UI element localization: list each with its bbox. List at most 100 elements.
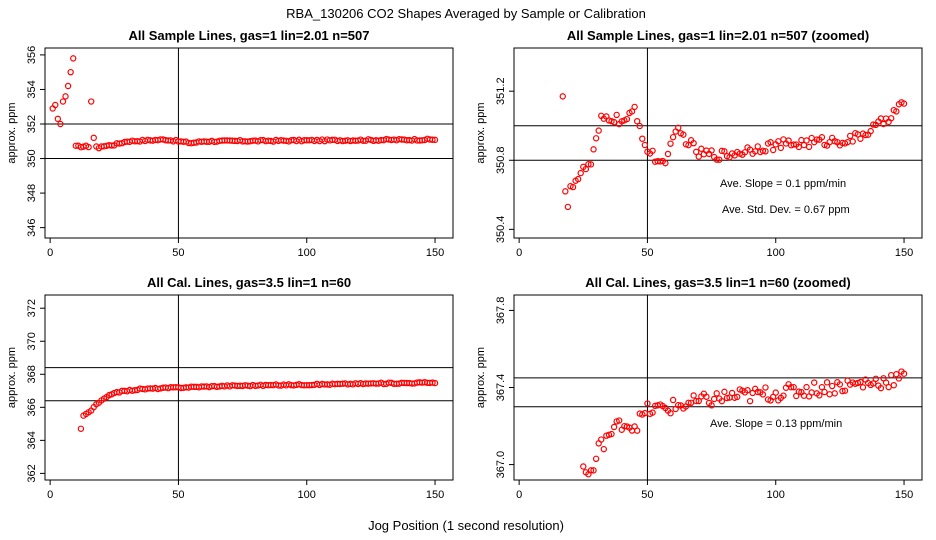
data-point	[888, 115, 895, 122]
data-point	[805, 143, 813, 151]
data-point	[841, 387, 849, 394]
data-point	[59, 98, 67, 105]
data-point	[900, 370, 908, 377]
data-point	[580, 463, 587, 470]
data-point	[690, 392, 697, 399]
chart-title: All Sample Lines, gas=1 lin=2.01 n=507 (…	[567, 28, 869, 43]
data-point	[836, 381, 844, 388]
y-tick-label: 346	[26, 218, 38, 236]
data-point	[669, 133, 677, 141]
data-point	[667, 409, 674, 417]
data-point	[811, 379, 818, 386]
data-point	[559, 93, 566, 100]
data-point	[690, 139, 697, 147]
data-point	[813, 136, 820, 143]
y-tick-label: 348	[26, 184, 38, 202]
chart-panel-1: All Sample Lines, gas=1 lin=2.01 n=507 0 5…	[6, 28, 454, 259]
y-tick-label: 372	[26, 299, 38, 317]
data-point	[685, 141, 692, 149]
x-tick-label: 150	[426, 489, 444, 501]
data-point	[610, 423, 618, 431]
data-point	[692, 397, 700, 405]
data-point	[803, 137, 810, 144]
x-tick-label: 0	[47, 247, 53, 259]
data-point	[585, 160, 592, 168]
data-point	[695, 397, 702, 405]
chart-panel-2: All Sample Lines, gas=1 lin=2.01 n=507 (…	[475, 28, 923, 259]
chart-title: All Cal. Lines, gas=3.5 lin=1 n=60	[147, 275, 351, 290]
data-point	[721, 148, 728, 155]
data-point	[562, 188, 569, 195]
annotation-text: Ave. Slope = 0.1 ppm/min	[720, 178, 846, 190]
data-point	[893, 108, 900, 115]
data-point	[577, 169, 584, 177]
data-point	[890, 381, 897, 389]
data-point	[882, 379, 890, 386]
data-point	[787, 384, 795, 391]
y-tick-label: 370	[26, 332, 38, 350]
data-point	[662, 159, 669, 167]
data-point	[777, 144, 785, 152]
figure-suptitle: RBA_130206 CO2 Shapes Averaged by Sample…	[286, 6, 646, 21]
y-tick-label: 351.2	[495, 77, 507, 105]
data-point	[636, 122, 643, 130]
plot-frame	[44, 294, 454, 481]
data-point	[880, 120, 887, 128]
y-tick-label: 350.8	[495, 147, 507, 175]
data-point	[52, 101, 59, 109]
data-point	[623, 115, 631, 123]
data-point	[713, 390, 720, 397]
data-point	[859, 384, 867, 391]
data-point	[708, 147, 715, 154]
data-point	[641, 141, 649, 149]
y-tick-label: 367.8	[495, 297, 507, 325]
data-point	[767, 139, 774, 146]
y-tick-label: 367.4	[495, 374, 507, 402]
data-point	[57, 120, 64, 128]
data-point	[846, 132, 854, 140]
data-point	[867, 127, 874, 135]
data-point	[631, 103, 638, 111]
data-point	[569, 183, 577, 191]
y-tick-label: 352	[26, 115, 38, 133]
y-tick-label: 350	[26, 149, 38, 167]
y-tick-label: 356	[26, 46, 38, 64]
data-point	[108, 142, 115, 149]
data-point	[821, 388, 828, 396]
data-point	[633, 427, 641, 434]
data-point	[592, 455, 600, 463]
data-point	[862, 131, 869, 139]
data-point	[831, 390, 838, 397]
chart-title: All Sample Lines, gas=1 lin=2.01 n=507	[129, 28, 370, 43]
y-tick-label: 366	[26, 398, 38, 416]
plot-frame	[44, 47, 454, 239]
data-point	[667, 140, 674, 147]
data-point	[587, 161, 595, 168]
data-point	[754, 143, 761, 150]
data-point	[734, 393, 741, 401]
data-point	[664, 150, 672, 158]
data-point	[644, 400, 651, 407]
y-tick-label: 367.0	[495, 451, 507, 479]
data-point	[790, 141, 797, 148]
x-tick-label: 50	[172, 489, 184, 501]
data-point	[628, 108, 636, 115]
x-tick-label: 0	[516, 489, 522, 501]
data-point	[70, 55, 77, 62]
data-point	[77, 425, 85, 432]
y-axis-label: approx. ppm	[6, 347, 18, 408]
y-axis-label: approx. ppm	[475, 347, 487, 408]
chart-panel-3: All Cal. Lines, gas=3.5 lin=1 n=60 0 50 100…	[6, 275, 454, 501]
y-tick-label: 350.4	[495, 216, 507, 244]
data-point	[872, 375, 880, 383]
data-point	[795, 388, 803, 395]
data-point	[746, 397, 754, 405]
data-point	[675, 124, 682, 132]
x-tick-label: 100	[767, 489, 785, 501]
x-tick-label: 150	[426, 247, 444, 259]
data-point	[429, 379, 436, 386]
data-point	[613, 111, 620, 119]
data-point	[870, 121, 877, 128]
data-point	[703, 393, 710, 400]
